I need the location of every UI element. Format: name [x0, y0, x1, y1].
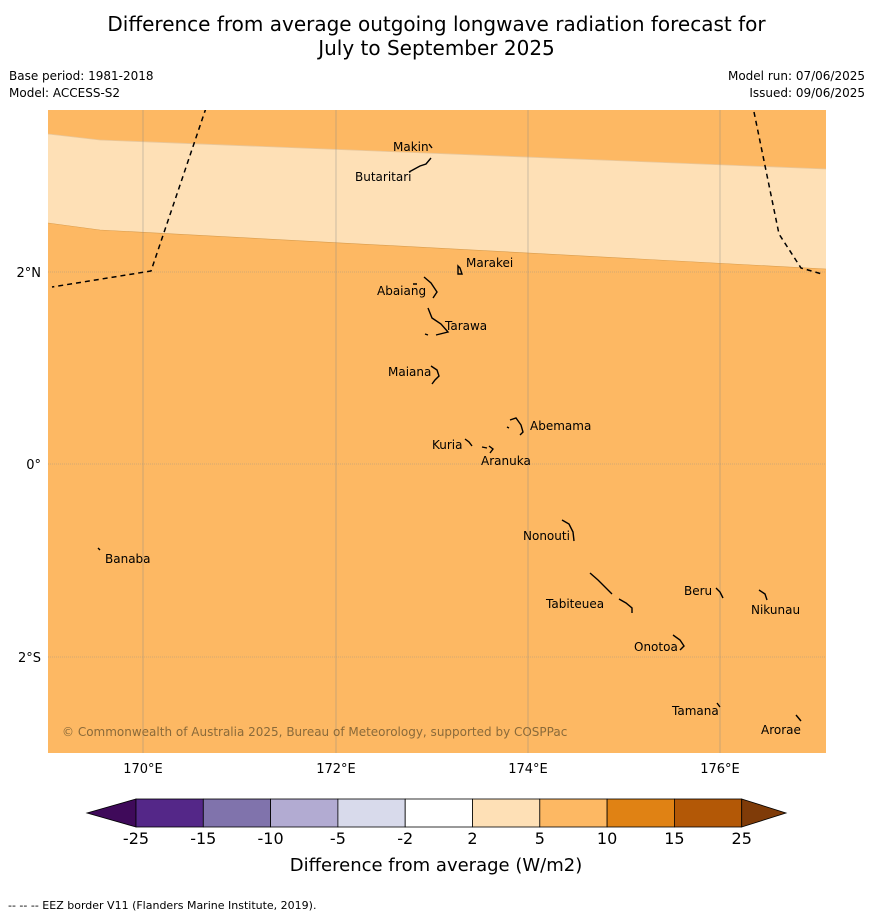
lat-tick-2s: 2°S: [18, 651, 41, 666]
colorbar-segment-2: [202, 798, 272, 828]
colorbar-segment-1: [135, 798, 204, 828]
lon-tick-172: 172°E: [316, 762, 356, 777]
colorbar-tick-6: 5: [535, 829, 545, 848]
label-nikunau: Nikunau: [751, 603, 800, 617]
label-tabiteuea: Tabiteuea: [545, 597, 604, 611]
colorbar-tick-9: 25: [732, 829, 752, 848]
colorbar-tick-2: -10: [258, 829, 284, 848]
model-run: Model run: 07/06/2025: [727, 69, 865, 83]
eez-border-west: [51, 110, 207, 288]
abemama-outline: [506, 417, 524, 436]
colorbar-segment-6: [472, 798, 541, 828]
onotoa-outline: [672, 634, 685, 651]
kuria-outline: [464, 438, 473, 447]
title-line-1: Difference from average outgoing longwav…: [107, 12, 766, 36]
band-2-5-top-edge: [48, 133, 826, 170]
colorbar: -25 -15 -10 -5 -2 2 5 10 15 25 Difference from av…: [85, 798, 788, 876]
marakei-outline: [457, 264, 463, 275]
meta-right: Model run: 07/06/2025 Issued: 09/06/2025: [728, 68, 865, 102]
label-banaba: Banaba: [105, 552, 151, 566]
label-makin: Makin: [393, 140, 429, 154]
lat-tick-2n: 2°N: [17, 266, 42, 281]
band-2-5: [48, 134, 826, 269]
butaritari-outline: [408, 157, 432, 173]
colorbar-extend-high: [741, 798, 788, 828]
colorbar-segment-8: [606, 798, 675, 828]
colorbar-label: Difference from average (W/m2): [290, 855, 582, 876]
eez-border-east: [753, 111, 823, 275]
abaiang-outline: [413, 276, 438, 299]
lat-tick-0: 0°: [26, 458, 41, 473]
label-kuria: Kuria: [432, 438, 463, 452]
label-onotoa: Onotoa: [634, 640, 678, 654]
base-period: Base period: 1981-2018: [9, 69, 154, 83]
model-name: Model: ACCESS-S2: [9, 86, 121, 100]
label-tamana: Tamana: [671, 704, 719, 718]
makin-outline: [428, 143, 433, 149]
colorbar-tick-0: -25: [123, 829, 149, 848]
map-panel: Makin Butaritari Marakei Abaiang Tarawa …: [48, 110, 826, 753]
title-line-2: July to September 2025: [318, 36, 555, 60]
tarawa-outline: [424, 307, 450, 336]
colorbar-segment-5: [404, 798, 473, 828]
label-marakei: Marakei: [466, 256, 513, 270]
lon-tick-174: 174°E: [508, 762, 548, 777]
issued-date: Issued: 09/06/2025: [749, 86, 865, 100]
colorbar-tick-8: 15: [664, 829, 684, 848]
colorbar-extend-low: [85, 798, 137, 828]
colorbar-segment-9: [674, 798, 743, 828]
maiana-outline: [430, 365, 440, 385]
label-tarawa: Tarawa: [444, 319, 487, 333]
colorbar-segment-4: [337, 798, 406, 828]
lon-tick-170: 170°E: [123, 762, 163, 777]
axis-labels: 170°E 172°E 174°E 176°E 2°N 0° 2°S: [17, 266, 740, 777]
colorbar-tick-1: -15: [190, 829, 216, 848]
copyright-notice: © Commonwealth of Australia 2025, Bureau…: [62, 725, 567, 739]
label-abemama: Abemama: [530, 419, 591, 433]
label-aranuka: Aranuka: [481, 454, 531, 468]
colorbar-segment-3: [270, 798, 339, 828]
label-maiana: Maiana: [388, 365, 431, 379]
colorbar-tick-3: -5: [330, 829, 346, 848]
tabiteuea-outline: [589, 572, 633, 613]
label-beru: Beru: [684, 584, 712, 598]
colorbar-tick-4: -2: [397, 829, 413, 848]
nikunau-outline: [758, 589, 768, 601]
eez-border: [51, 110, 823, 288]
island-outlines: [97, 143, 802, 722]
colorbar-segments: [85, 798, 788, 828]
eez-footnote: -- -- -- EEZ border V11 (Flanders Marine…: [8, 899, 317, 912]
colorbar-segment-7: [539, 798, 608, 828]
meta-left: Base period: 1981-2018 Model: ACCESS-S2: [9, 68, 154, 102]
tamana-outline: [716, 702, 721, 708]
nonouti-outline: [561, 519, 575, 542]
label-arorae: Arorae: [761, 723, 801, 737]
aranuka-outline: [481, 445, 494, 454]
label-butaritari: Butaritari: [355, 170, 412, 184]
colorbar-tick-7: 10: [597, 829, 617, 848]
label-nonouti: Nonouti: [523, 529, 570, 543]
lon-tick-176: 176°E: [700, 762, 740, 777]
label-abaiang: Abaiang: [377, 284, 426, 298]
place-labels: Makin Butaritari Marakei Abaiang Tarawa …: [105, 140, 801, 737]
colorbar-ticks: -25 -15 -10 -5 -2 2 5 10 15 25: [123, 829, 752, 848]
band-boundary: [48, 222, 826, 270]
colorbar-tick-5: 2: [467, 829, 477, 848]
beru-outline: [715, 587, 724, 599]
banaba-outline: [97, 547, 101, 551]
chart-title: Difference from average outgoing longwav…: [0, 12, 873, 60]
arorae-outline: [795, 714, 802, 722]
gridlines: [48, 110, 826, 753]
